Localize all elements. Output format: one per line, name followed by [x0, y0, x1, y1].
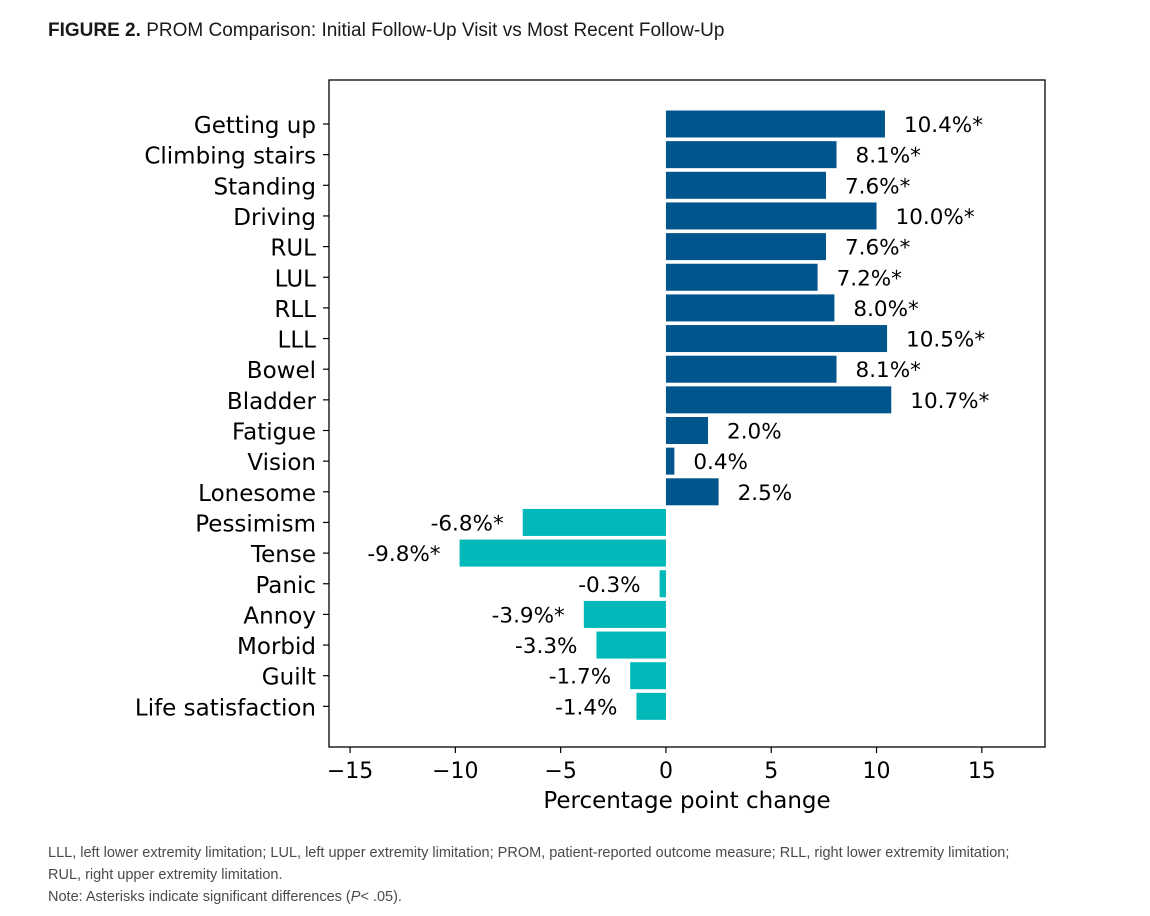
category-label-lll: LLL	[278, 328, 317, 354]
data-label-getting-up: 10.4%*	[904, 113, 983, 138]
x-tick-label-4: 5	[764, 759, 778, 784]
data-label-lul: 7.2%*	[837, 266, 903, 291]
category-label-panic: Panic	[255, 573, 316, 599]
category-label-standing: Standing	[214, 174, 316, 200]
category-label-getting-up: Getting up	[194, 113, 316, 139]
category-labels: Getting up Climbing stairs Standing Driving…	[135, 113, 317, 721]
category-label-climbing-stairs: Climbing stairs	[144, 144, 316, 170]
data-label-lll: 10.5%*	[906, 328, 985, 353]
footnote-note: Note: Asterisks indicate significant dif…	[48, 886, 1108, 908]
bar-getting-up	[665, 110, 885, 138]
category-label-morbid: Morbid	[237, 634, 316, 660]
figure-title-text: PROM Comparison: Initial Follow-Up Visit…	[146, 20, 725, 41]
bar-annoy	[583, 600, 666, 628]
bar-lul	[665, 263, 818, 291]
figure-title: FIGURE 2. PROM Comparison: Initial Follo…	[48, 20, 724, 42]
bar-climbing-stairs	[665, 141, 837, 169]
data-label-fatigue: 2.0%	[727, 420, 782, 445]
bar-chart: 10.4%* 8.1%* 7.6%* 10.0%* 7.6%* 7.2%* 8.0%* 10.…	[135, 79, 1046, 814]
bar-rul	[665, 233, 826, 261]
bar-life-satisfaction	[636, 692, 666, 720]
x-tick-label-1: −10	[432, 759, 478, 784]
category-label-pessimism: Pessimism	[195, 511, 316, 537]
category-label-guilt: Guilt	[262, 665, 316, 691]
data-label-climbing-stairs: 8.1%*	[856, 144, 922, 169]
bar-lonesome	[665, 478, 719, 506]
bars-group	[459, 110, 892, 720]
x-tick-label-3: 0	[659, 759, 673, 784]
x-tick-label-5: 10	[863, 759, 891, 784]
x-tick-label-0: −15	[327, 759, 373, 784]
bar-pessimism	[522, 508, 666, 536]
bar-standing	[665, 171, 826, 199]
category-label-rll: RLL	[274, 297, 316, 323]
data-label-annoy: -3.9%*	[492, 603, 565, 628]
footnote-abbreviations-1: LLL, left lower extremity limitation; LU…	[48, 845, 1010, 861]
data-label-vision: 0.4%	[693, 450, 748, 475]
category-label-bowel: Bowel	[247, 358, 316, 384]
bar-morbid	[596, 631, 666, 659]
category-label-driving: Driving	[233, 205, 316, 231]
footnotes: LLL, left lower extremity limitation; LU…	[48, 842, 1108, 908]
category-label-bladder: Bladder	[227, 389, 317, 415]
bar-bowel	[665, 355, 837, 383]
figure-label: FIGURE 2.	[48, 20, 141, 41]
bar-driving	[665, 202, 877, 230]
bar-data-labels: 10.4%* 8.1%* 7.6%* 10.0%* 7.6%* 7.2%* 8.0%* 10.…	[367, 113, 989, 720]
data-label-morbid: -3.3%	[515, 634, 577, 659]
x-tick-label-2: −5	[544, 759, 576, 784]
category-label-vision: Vision	[247, 450, 316, 476]
footnote-note-p: P	[350, 889, 361, 905]
data-label-lonesome: 2.5%	[738, 481, 793, 506]
footnote-note-prefix: Note: Asterisks indicate significant dif…	[48, 889, 351, 905]
category-label-fatigue: Fatigue	[232, 420, 316, 446]
data-label-bowel: 8.1%*	[856, 358, 922, 383]
bar-tense	[459, 539, 666, 567]
data-label-pessimism: -6.8%*	[431, 511, 504, 536]
bar-rll	[665, 294, 835, 322]
footnote-abbreviations-2: RUL, right upper extremity limitation.	[48, 867, 283, 883]
bar-guilt	[630, 662, 666, 690]
data-label-rll: 8.0%*	[853, 297, 919, 322]
plot-frame	[328, 79, 1046, 748]
data-label-standing: 7.6%*	[845, 174, 911, 199]
category-label-annoy: Annoy	[243, 603, 316, 629]
category-label-rul: RUL	[270, 236, 316, 262]
bar-fatigue	[665, 417, 709, 444]
data-label-tense: -9.8%*	[367, 542, 440, 567]
x-axis-ticks: −15 −10 −5 0 5 10 15	[323, 123, 996, 784]
data-label-life-satisfaction: -1.4%	[555, 695, 617, 720]
data-label-guilt: -1.7%	[549, 665, 611, 690]
footnote-note-suffix: < .05).	[360, 889, 402, 905]
x-axis-label: Percentage point change	[543, 788, 830, 814]
category-label-lul: LUL	[275, 266, 317, 292]
category-label-lonesome: Lonesome	[198, 481, 316, 507]
bar-lll	[665, 325, 888, 353]
bar-vision	[665, 447, 675, 475]
category-label-life-satisfaction: Life satisfaction	[135, 695, 316, 721]
data-label-driving: 10.0%*	[896, 205, 975, 230]
data-label-bladder: 10.7%*	[910, 389, 989, 414]
bar-panic	[659, 570, 666, 598]
x-tick-label-6: 15	[968, 759, 996, 784]
data-label-rul: 7.6%*	[845, 236, 911, 261]
category-label-tense: Tense	[250, 542, 316, 568]
data-label-panic: -0.3%	[578, 573, 640, 598]
bar-bladder	[665, 386, 892, 414]
